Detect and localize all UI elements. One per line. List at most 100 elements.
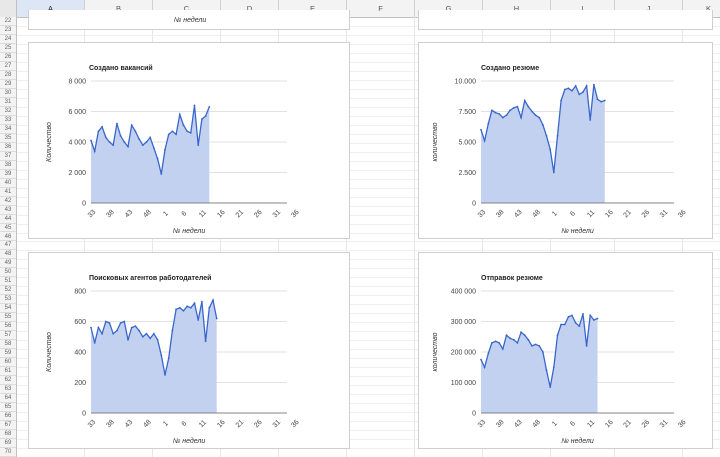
row-header-66[interactable]: 66 [0,412,16,422]
data-point [175,308,178,311]
row-header-55[interactable]: 55 [0,313,16,323]
row-header-32[interactable]: 32 [0,107,16,116]
data-point [523,99,526,102]
row-header-23[interactable]: 23 [0,26,16,35]
chart-panel-partial-right[interactable] [418,10,713,30]
row-header-41[interactable]: 41 [0,188,16,197]
data-point [556,135,559,137]
data-point [141,144,144,146]
row-header-35[interactable]: 35 [0,134,16,143]
row-header-58[interactable]: 58 [0,340,16,350]
column-header-c[interactable]: C [153,0,221,17]
row-header-53[interactable]: 53 [0,295,16,305]
data-point [104,320,107,323]
row-header-64[interactable]: 64 [0,394,16,404]
row-header-56[interactable]: 56 [0,322,16,332]
grid-row-line [17,52,720,54]
row-header-48[interactable]: 48 [0,250,16,260]
data-point [108,322,111,324]
data-point [186,130,189,133]
chart-panel-search-agents[interactable]: Поисковых агентов работодателей 0 200 400 60… [28,252,350,449]
row-header-49[interactable]: 49 [0,259,16,269]
row-header-46[interactable]: 46 [0,233,16,242]
data-point [119,322,122,324]
row-header-69[interactable]: 69 [0,439,16,448]
grid-row-line [17,34,720,36]
data-point [563,323,566,326]
row-header-30[interactable]: 30 [0,89,16,98]
data-point [545,135,548,137]
row-header-65[interactable]: 65 [0,403,16,413]
grid-row-line [17,268,720,270]
column-header-b[interactable]: B [85,0,153,17]
data-point [531,110,533,113]
data-point [182,309,185,312]
row-header-50[interactable]: 50 [0,268,16,278]
column-header-g[interactable]: G [415,0,483,17]
data-point [578,93,581,96]
row-header-43[interactable]: 43 [0,206,16,215]
y-axis-label: количество [432,332,439,371]
column-header-e[interactable]: E [279,0,347,17]
column-header-f[interactable]: F [347,0,415,17]
row-header-33[interactable]: 33 [0,116,16,125]
row-header-63[interactable]: 63 [0,385,16,395]
row-header-70[interactable]: 70 [0,448,16,457]
column-header-j[interactable]: J [615,0,683,17]
chart-panel-resumes[interactable]: Создано резюме 0 2.500 5.000 7.500 10.000 33 38… [418,42,713,239]
row-header-36[interactable]: 36 [0,143,16,152]
row-header-40[interactable]: 40 [0,179,16,188]
x-tick-label: 21 [622,419,633,430]
row-header-59[interactable]: 59 [0,349,16,359]
data-point [130,124,133,127]
row-header-67[interactable]: 67 [0,421,16,431]
grid-row-line [17,286,720,288]
row-header-25[interactable]: 25 [0,44,16,53]
row-header-24[interactable]: 24 [0,35,16,44]
row-header-39[interactable]: 39 [0,170,16,179]
x-axis-label: № недели [173,227,206,235]
row-header-54[interactable]: 54 [0,304,16,314]
row-header-52[interactable]: 52 [0,286,16,296]
data-point [585,85,588,87]
grid-row-line [17,313,720,315]
row-header-26[interactable]: 26 [0,53,16,62]
row-header-34[interactable]: 34 [0,125,16,134]
chart-panel-vacancies[interactable]: Создано вакансий 0 2 000 4 000 6 000 8 000 33 3… [28,42,350,239]
data-point [204,340,207,343]
row-header-44[interactable]: 44 [0,215,16,224]
row-header-57[interactable]: 57 [0,331,16,341]
row-header-47[interactable]: 47 [0,241,16,251]
row-header-42[interactable]: 42 [0,197,16,206]
row-header-45[interactable]: 45 [0,224,16,233]
column-header-k[interactable]: K [683,0,720,17]
row-header-29[interactable]: 29 [0,80,16,89]
data-point [138,138,140,140]
x-tick-label: 43 [124,419,135,430]
row-header-51[interactable]: 51 [0,277,16,287]
data-point [193,302,196,305]
chart-panel-resume-sends[interactable]: Отправок резюме 0 100 000 200 000 300 000 400… [418,252,713,449]
column-header-h[interactable]: H [483,0,551,17]
row-header-60[interactable]: 60 [0,358,16,368]
row-header-31[interactable]: 31 [0,98,16,107]
column-header-d[interactable]: D [221,0,279,17]
data-point [571,89,573,92]
row-header-38[interactable]: 38 [0,161,16,170]
grid-row-line [17,223,720,225]
row-header-68[interactable]: 68 [0,430,16,440]
row-header-28[interactable]: 28 [0,71,16,80]
row-header-27[interactable]: 27 [0,62,16,71]
row-header-61[interactable]: 61 [0,367,16,377]
select-all-corner[interactable] [0,0,17,17]
grid-row-line [17,88,720,90]
x-tick-label: 43 [124,209,135,220]
x-tick-label: 26 [253,209,264,220]
data-point [571,314,573,317]
row-header-62[interactable]: 62 [0,376,16,386]
column-header-i[interactable]: I [551,0,615,17]
row-header-37[interactable]: 37 [0,152,16,161]
data-point [593,319,595,321]
chart-panel-partial-left[interactable]: № недели [28,10,350,30]
row-header-22[interactable]: 22 [0,17,16,26]
